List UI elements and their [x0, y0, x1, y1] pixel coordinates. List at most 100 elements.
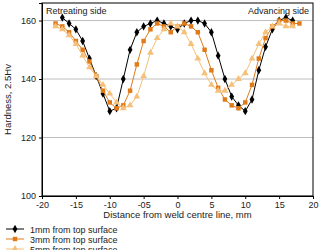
y-tick: 120 — [21, 133, 42, 143]
marker — [73, 25, 78, 33]
marker — [216, 51, 221, 59]
marker — [277, 16, 282, 24]
x-tick-label: 20 — [308, 200, 318, 210]
marker — [208, 81, 215, 87]
marker — [80, 48, 84, 52]
marker — [114, 106, 118, 110]
marker — [242, 69, 249, 75]
marker — [168, 30, 172, 34]
legend-marker — [13, 237, 17, 241]
marker — [106, 90, 113, 96]
marker — [100, 81, 107, 87]
marker — [167, 20, 174, 26]
marker — [228, 81, 235, 87]
marker — [127, 101, 134, 107]
x-tick-label: -20 — [36, 200, 49, 210]
legend-item: 5mm from top surface — [6, 245, 118, 250]
legend-label: 3mm from top surface — [30, 235, 118, 245]
marker — [121, 75, 126, 83]
annotation: Advancing side — [248, 6, 309, 16]
marker — [161, 25, 168, 31]
x-tick: -20 — [36, 196, 49, 210]
marker — [202, 19, 207, 27]
y-tick: 140 — [21, 74, 42, 84]
marker — [52, 22, 59, 28]
marker — [194, 55, 201, 61]
x-tick: 20 — [308, 196, 318, 210]
marker — [222, 87, 229, 93]
marker — [202, 48, 206, 52]
marker — [284, 18, 288, 22]
marker — [297, 21, 301, 25]
marker — [140, 72, 147, 78]
marker — [128, 88, 132, 92]
marker — [249, 55, 256, 61]
marker — [79, 52, 86, 58]
y-axis: 100 120 140 160 — [21, 4, 43, 202]
series-markers — [52, 20, 296, 111]
marker — [201, 69, 208, 75]
marker — [236, 106, 240, 110]
marker — [262, 28, 269, 34]
marker — [223, 75, 228, 83]
marker — [250, 95, 255, 103]
marker — [148, 19, 153, 27]
marker — [66, 31, 73, 37]
x-tick: 15 — [275, 196, 285, 210]
marker — [209, 68, 213, 72]
x-tick: -15 — [70, 196, 83, 210]
marker — [269, 22, 276, 28]
grid-line — [42, 79, 313, 80]
series-line — [56, 21, 300, 109]
marker — [154, 34, 161, 40]
marker — [107, 107, 112, 115]
marker — [67, 19, 72, 27]
y-tick: 100 — [21, 191, 42, 201]
legend: 1mm from top surface3mm from top surface… — [6, 225, 118, 250]
marker — [195, 16, 200, 24]
marker — [276, 20, 283, 26]
marker — [174, 22, 181, 28]
marker — [243, 100, 247, 104]
marker — [59, 25, 66, 31]
marker — [147, 49, 154, 55]
marker — [243, 107, 248, 115]
marker — [141, 22, 146, 30]
marker — [188, 40, 195, 46]
marker — [235, 75, 242, 81]
legend-label: 5mm from top surface — [30, 245, 118, 250]
marker — [182, 21, 186, 25]
marker — [141, 39, 145, 43]
marker — [182, 19, 187, 27]
marker — [133, 93, 140, 99]
marker — [229, 103, 233, 107]
y-tick: 160 — [21, 16, 42, 26]
marker — [289, 22, 296, 28]
legend-item: 3mm from top surface — [6, 235, 118, 245]
y-tick-label: 160 — [21, 16, 36, 26]
y-tick-label: 100 — [21, 191, 36, 201]
marker — [120, 104, 127, 110]
marker — [229, 92, 234, 100]
marker — [108, 100, 112, 104]
series-area — [52, 13, 302, 115]
marker — [114, 104, 119, 112]
marker — [189, 16, 194, 24]
series-markers — [53, 18, 301, 110]
legend-label: 1mm from top surface — [30, 225, 118, 235]
y-axis-title: Hardness, 2.5Hv — [2, 64, 13, 135]
x-tick-label: 15 — [275, 200, 285, 210]
plot-frame — [42, 3, 313, 196]
legend-marker — [13, 225, 18, 233]
marker — [255, 40, 262, 46]
series-markers — [60, 13, 295, 115]
grid-line — [42, 20, 313, 21]
x-axis-title: Distance from weld centre line, mm — [103, 209, 251, 220]
x-axis-line — [43, 197, 314, 200]
marker — [155, 21, 159, 25]
marker — [257, 56, 261, 60]
y-tick-label: 120 — [21, 133, 36, 143]
legend-marker — [12, 245, 19, 250]
plot: -20-15-10-0505101520100120140160Retreati… — [21, 3, 319, 210]
marker — [93, 72, 100, 78]
